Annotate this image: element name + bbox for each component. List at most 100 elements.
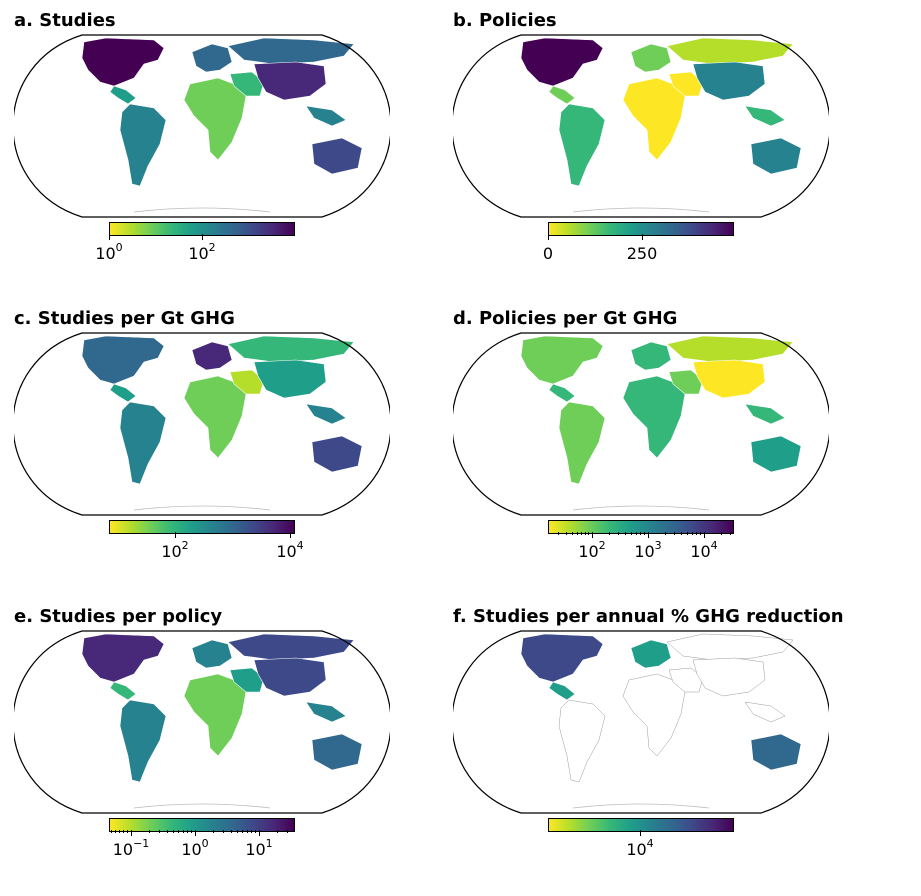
tick-label: 10−1 — [112, 837, 150, 859]
country-region-ca — [548, 383, 576, 403]
country-region-asia — [692, 657, 766, 697]
country-region-eu — [630, 639, 672, 669]
country-region-sea — [305, 701, 347, 723]
country-region-sea — [744, 105, 786, 127]
country-region-sea — [305, 403, 347, 425]
country-region-ru — [227, 335, 355, 363]
country-region-asia — [253, 61, 327, 101]
antarctica-outline — [572, 803, 710, 809]
country-region-me — [229, 667, 265, 693]
tick-label: 100 — [181, 837, 209, 859]
country-region-au — [311, 733, 363, 771]
world-map — [453, 332, 829, 516]
colorbar — [109, 520, 295, 534]
country-region-au — [311, 137, 363, 175]
country-region-eu — [630, 43, 672, 73]
tick-label: 0 — [542, 244, 554, 263]
panel-d: d. Policies per Gt GHG 102 103 104 — [453, 308, 893, 598]
country-region-africa — [622, 77, 686, 161]
tick-label: 101 — [245, 837, 273, 859]
country-region-na — [520, 335, 604, 385]
country-region-sa — [558, 401, 606, 485]
country-region-ca — [109, 85, 137, 105]
country-region-me — [668, 71, 704, 97]
tick-label: 250 — [626, 244, 658, 263]
country-region-asia — [253, 657, 327, 697]
colorbar-ticks: 0 250 — [543, 234, 734, 274]
country-region-me — [668, 667, 704, 693]
country-region-eu — [630, 341, 672, 371]
colorbar — [548, 222, 734, 236]
country-region-ru — [666, 37, 794, 65]
panel-title: a. Studies — [14, 10, 116, 31]
country-region-ca — [109, 383, 137, 403]
country-region-asia — [692, 61, 766, 101]
panel-title: c. Studies per Gt GHG — [14, 308, 235, 329]
country-region-eu — [191, 341, 233, 371]
country-region-na — [520, 37, 604, 87]
country-region-ru — [666, 633, 794, 661]
colorbar-ticks: 102 103 104 — [548, 532, 734, 572]
colorbar — [548, 818, 734, 832]
country-region-me — [229, 369, 265, 395]
colorbar — [548, 520, 734, 534]
country-region-sa — [558, 699, 606, 783]
tick-label: 102 — [188, 241, 216, 263]
world-map — [14, 34, 390, 218]
colorbar-ticks: 102 104 — [109, 532, 304, 572]
panel-a: a. Studies 100 102 — [14, 10, 454, 300]
tick-label: 104 — [276, 539, 304, 561]
country-region-sea — [305, 105, 347, 127]
country-region-eu — [191, 639, 233, 669]
panel-title: d. Policies per Gt GHG — [453, 308, 678, 329]
country-region-ca — [109, 681, 137, 701]
tick-label: 100 — [95, 241, 123, 263]
country-region-africa — [183, 77, 247, 161]
country-region-sa — [119, 103, 167, 187]
country-region-ca — [548, 681, 576, 701]
map-boundary — [453, 34, 829, 218]
country-region-sa — [558, 103, 606, 187]
antarctica-outline — [133, 505, 271, 511]
country-region-au — [311, 435, 363, 473]
world-map — [453, 630, 829, 814]
map-boundary — [14, 630, 390, 814]
world-map — [14, 332, 390, 516]
tick-label: 104 — [690, 539, 718, 561]
country-region-africa — [183, 375, 247, 459]
country-region-me — [668, 369, 704, 395]
antarctica-outline — [572, 207, 710, 213]
country-region-eu — [191, 43, 233, 73]
country-region-ca — [548, 85, 576, 105]
colorbar-ticks: 10−1 100 101 — [109, 830, 295, 870]
country-region-africa — [622, 375, 686, 459]
country-region-asia — [253, 359, 327, 399]
country-region-sea — [744, 403, 786, 425]
country-region-ru — [227, 633, 355, 661]
antarctica-outline — [133, 803, 271, 809]
country-region-na — [81, 335, 165, 385]
country-region-au — [750, 435, 802, 473]
colorbar-ticks: 104 — [548, 830, 734, 870]
panel-c: c. Studies per Gt GHG 102 104 — [14, 308, 454, 598]
country-region-asia — [692, 359, 766, 399]
country-region-sa — [119, 401, 167, 485]
map-boundary — [14, 34, 390, 218]
panel-e: e. Studies per policy 10−1 100 101 — [14, 606, 454, 896]
antarctica-outline — [133, 207, 271, 213]
panel-f: f. Studies per annual % GHG reduction 10… — [453, 606, 893, 896]
panel-title: b. Policies — [453, 10, 557, 31]
country-region-sa — [119, 699, 167, 783]
antarctica-outline — [572, 505, 710, 511]
country-region-sea — [744, 701, 786, 723]
country-region-ru — [227, 37, 355, 65]
country-region-africa — [183, 673, 247, 757]
world-map — [14, 630, 390, 814]
tick-label: 103 — [634, 539, 662, 561]
map-boundary — [453, 630, 829, 814]
panel-title: f. Studies per annual % GHG reduction — [453, 606, 844, 627]
panel-b: b. Policies 0 250 — [453, 10, 893, 300]
map-boundary — [14, 332, 390, 516]
country-region-africa — [622, 673, 686, 757]
colorbar-ticks: 100 102 — [95, 234, 295, 274]
